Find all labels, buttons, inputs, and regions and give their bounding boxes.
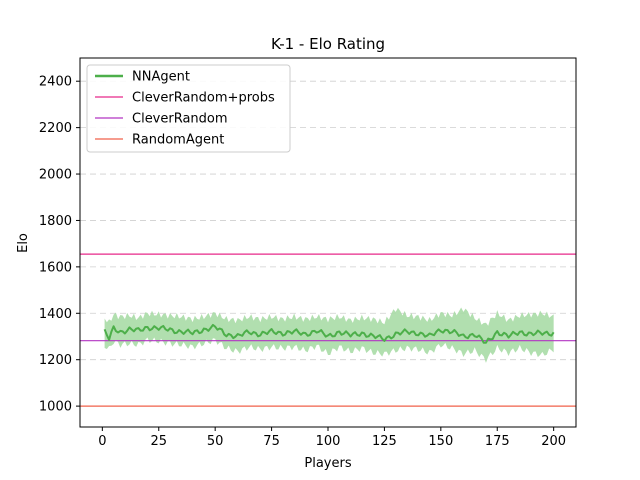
y-tick-label: 1200 [39,353,72,368]
y-tick-label: 1800 [39,214,72,229]
nnagent-line [103,323,555,344]
nnagent-line-layer [103,323,555,344]
y-axis-label: Elo [16,233,31,253]
x-tick-label: 25 [150,434,167,449]
x-tick-label: 75 [263,434,280,449]
x-axis-ticks: 0 25 50 75 100 125 150 175 200 [98,427,566,449]
legend-label: CleverRandom [132,112,228,127]
baseline-lines [80,253,576,407]
chart-title: K-1 - Elo Rating [271,35,385,53]
x-tick-label: 0 [98,434,106,449]
y-tick-label: 2000 [39,168,72,183]
y-tick-label: 1000 [39,400,72,415]
legend: NNAgent CleverRandom+probs CleverRandom Ran… [86,64,291,153]
y-axis-ticks: 1000 1200 1400 1600 1800 2000 2200 2400 [39,75,80,415]
x-tick-label: 100 [316,434,341,449]
x-tick-label: 50 [207,434,224,449]
y-tick-label: 2400 [39,75,72,90]
x-tick-label: 150 [428,434,453,449]
y-tick-label: 2200 [39,121,72,136]
y-tick-label: 1400 [39,307,72,322]
legend-label: NNAgent [132,70,190,85]
legend-label: RandomAgent [132,133,224,148]
x-tick-label: 125 [372,434,397,449]
x-tick-label: 200 [541,434,566,449]
x-axis-label: Players [304,456,351,471]
legend-box [86,64,291,153]
x-tick-label: 175 [485,434,510,449]
legend-label: CleverRandom+probs [132,91,275,106]
y-tick-label: 1600 [39,260,72,275]
